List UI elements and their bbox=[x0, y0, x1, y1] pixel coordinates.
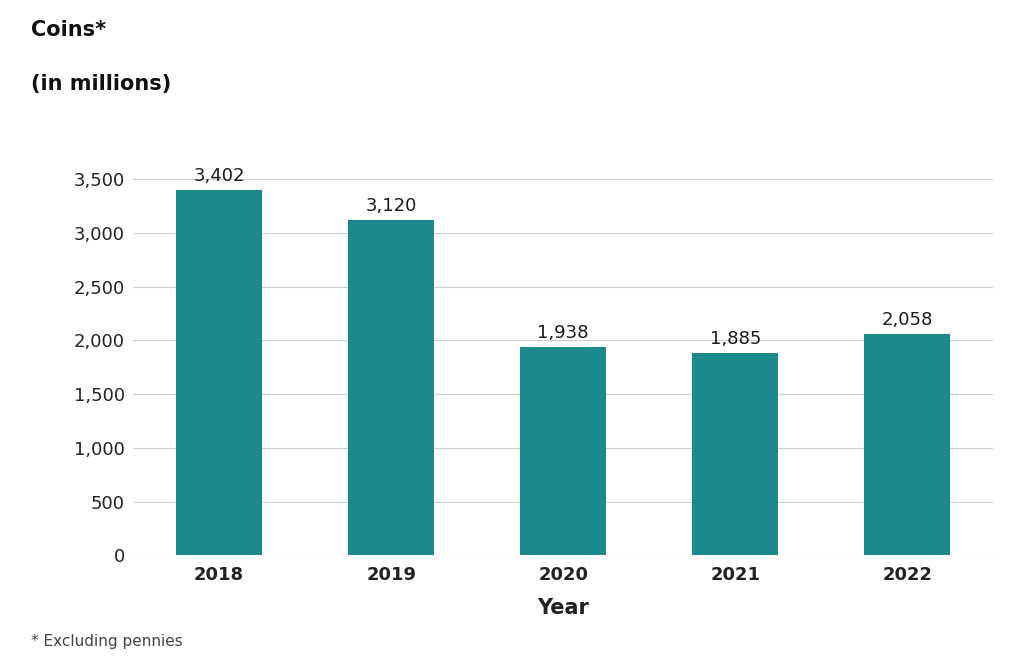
Bar bbox=[348, 220, 434, 555]
Bar bbox=[176, 190, 262, 555]
X-axis label: Year: Year bbox=[538, 598, 589, 618]
Text: (in millions): (in millions) bbox=[31, 74, 171, 94]
Text: 2,058: 2,058 bbox=[882, 312, 933, 329]
Bar bbox=[692, 353, 778, 555]
Bar bbox=[864, 334, 950, 555]
Text: 3,120: 3,120 bbox=[366, 197, 417, 215]
Text: * Excluding pennies: * Excluding pennies bbox=[31, 634, 182, 649]
Text: 3,402: 3,402 bbox=[194, 167, 245, 185]
Text: 1,885: 1,885 bbox=[710, 330, 761, 348]
Bar bbox=[520, 347, 606, 555]
Text: Coins*: Coins* bbox=[31, 20, 105, 40]
Text: 1,938: 1,938 bbox=[538, 324, 589, 343]
